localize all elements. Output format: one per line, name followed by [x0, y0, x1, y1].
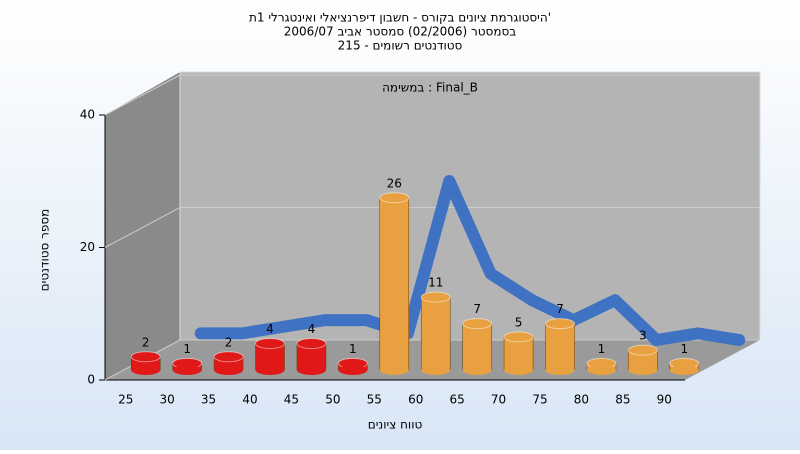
x-tick-label: 75	[532, 393, 547, 407]
back-wall	[179, 71, 761, 341]
value-label: 1	[183, 342, 191, 356]
x-tick-label: 30	[160, 393, 175, 407]
bar-base	[338, 365, 368, 375]
x-tick-label: 70	[491, 393, 506, 407]
value-label: 11	[428, 276, 443, 290]
value-label: 3	[639, 329, 647, 343]
side-wall	[105, 72, 180, 380]
bar-base	[545, 365, 575, 375]
x-tick-label: 65	[450, 393, 465, 407]
bar-top	[545, 318, 575, 330]
value-label: 5	[515, 315, 523, 329]
bar	[379, 197, 410, 371]
y-tick-label: 0	[87, 373, 95, 387]
bar-base	[214, 365, 244, 375]
value-label: 7	[556, 302, 564, 316]
x-tick-label: 40	[242, 393, 257, 407]
bar-base	[131, 365, 161, 375]
bar-base	[669, 365, 699, 375]
bar-top	[213, 351, 244, 363]
bar-base	[504, 365, 534, 375]
y-axis-label: מספר סטודנטים	[38, 209, 52, 292]
value-label: 4	[266, 322, 274, 336]
bar	[545, 323, 575, 371]
x-tick-label: 55	[367, 393, 382, 407]
bar	[462, 323, 492, 371]
bar-base	[255, 365, 285, 375]
bar-base	[379, 365, 409, 375]
bar-base	[296, 365, 326, 375]
bar-top	[296, 338, 327, 349]
value-label: 4	[308, 322, 316, 336]
bar-base	[462, 365, 492, 375]
chart-subtitle: בסמסטר (02/2006) סמסטר אביב 2006/07	[284, 25, 516, 39]
x-tick-label: 85	[615, 393, 630, 407]
x-tick-label: 90	[657, 393, 672, 407]
bar-base	[628, 365, 658, 375]
x-tick-label: 80	[574, 393, 589, 407]
bar-base	[421, 365, 451, 375]
bar-top	[627, 344, 658, 356]
bar-base	[586, 365, 616, 375]
bar	[420, 296, 451, 371]
chart-title: היסטוגרמת ציונים בקורס - חשבון דיפרנציאל…	[249, 11, 551, 25]
chart-subtitle: סטודנטים רשומים - 215	[338, 39, 463, 53]
x-tick-label: 35	[201, 393, 216, 407]
value-label: 1	[680, 342, 688, 356]
annotation: במשימה : Final_B	[382, 81, 478, 95]
bar-top	[462, 318, 493, 330]
x-tick-label: 45	[284, 393, 299, 407]
value-label: 1	[598, 342, 606, 356]
bar-base	[172, 365, 202, 375]
y-tick-label: 40	[80, 108, 95, 122]
x-axis-label: טווח ציונים	[368, 418, 423, 432]
x-tick-label: 25	[118, 393, 133, 407]
bar-top	[379, 192, 410, 204]
value-label: 7	[473, 302, 481, 316]
bar-top	[420, 291, 451, 303]
bar-top	[130, 351, 161, 363]
curve	[194, 175, 746, 346]
value-label: 26	[387, 176, 402, 190]
grid-line	[104, 207, 181, 248]
x-tick-label: 60	[408, 393, 423, 407]
bar-top	[503, 331, 534, 343]
value-label: 1	[349, 342, 357, 356]
grid-line	[104, 74, 181, 116]
bar-top	[255, 338, 285, 349]
value-label: 2	[142, 335, 150, 349]
y-tick-label: 20	[80, 240, 95, 254]
value-label: 2	[225, 335, 233, 349]
x-tick-label: 50	[325, 393, 340, 407]
